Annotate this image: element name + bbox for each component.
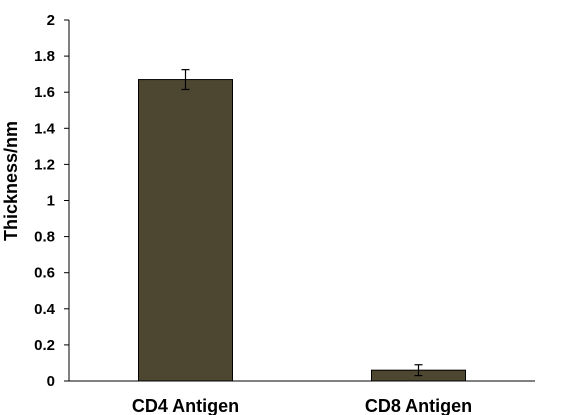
y-axis-title: Thickness/nm (1, 121, 21, 241)
error-bar-1 (181, 69, 190, 91)
y-tick-label: 0.8 (34, 229, 55, 246)
y-tick-label: 1.8 (34, 48, 55, 65)
y-tick-label: 1.2 (34, 156, 55, 173)
x-axis: CD4 Antigen CD8 Antigen (69, 380, 535, 415)
y-tick-label: 0 (47, 373, 55, 390)
y-tick-label: 1 (47, 193, 55, 210)
bars (138, 69, 466, 382)
y-tick-label: 1.4 (34, 120, 56, 137)
error-bar-2 (414, 364, 423, 377)
y-tick-label: 0.6 (34, 265, 55, 282)
bar-1 (138, 79, 233, 382)
y-axis: 0 0.2 0.4 0.6 0.8 1 1.2 1.4 1.6 1.8 2 (34, 12, 70, 390)
x-category-label: CD8 Antigen (365, 396, 472, 415)
y-tick-label: 1.6 (34, 84, 55, 101)
y-tick-label: 0.4 (34, 301, 56, 318)
y-tick-label: 2 (47, 12, 55, 29)
x-category-label: CD4 Antigen (132, 396, 239, 415)
y-tick-label: 0.2 (34, 337, 55, 354)
